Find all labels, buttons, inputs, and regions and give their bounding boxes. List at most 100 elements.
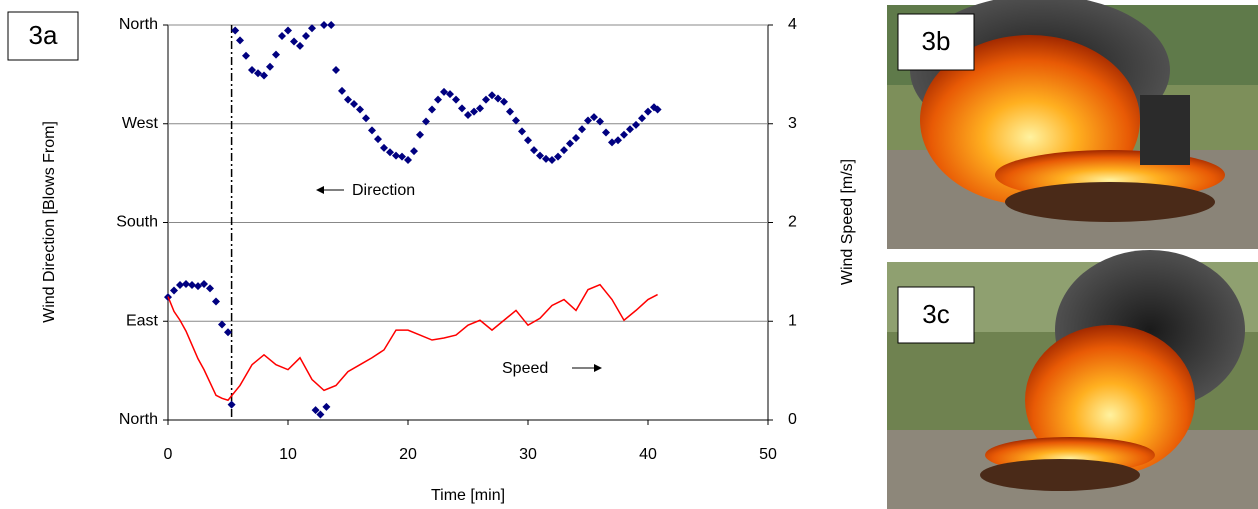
- y-tick-label: East: [126, 312, 159, 329]
- y2-tick-label: 0: [788, 411, 797, 428]
- x-axis-title: Time [min]: [431, 487, 505, 504]
- direction-point: [500, 97, 508, 106]
- direction-point: [278, 31, 286, 40]
- direction-point: [494, 94, 502, 103]
- direction-point: [398, 152, 406, 161]
- direction-point: [416, 130, 424, 139]
- direction-point: [638, 114, 646, 123]
- y2-tick-label: 4: [788, 16, 797, 33]
- direction-point: [596, 117, 604, 126]
- direction-point: [212, 297, 220, 306]
- direction-point: [620, 130, 628, 139]
- direction-point: [338, 86, 346, 95]
- direction-point: [410, 147, 418, 156]
- direction-point: [350, 100, 358, 108]
- direction-point: [464, 110, 472, 119]
- direction-point: [206, 284, 214, 293]
- y-tick-label: South: [116, 214, 158, 231]
- direction-point: [344, 95, 352, 104]
- direction-point: [380, 143, 388, 152]
- direction-point: [626, 125, 634, 134]
- direction-point: [311, 406, 320, 415]
- direction-point: [272, 50, 280, 59]
- direction-point: [224, 328, 232, 337]
- y2-tick-label: 3: [788, 115, 797, 132]
- direction-point: [296, 41, 304, 50]
- direction-point: [404, 155, 412, 164]
- direction-point: [566, 139, 574, 148]
- direction-point: [536, 151, 544, 160]
- direction-point: [374, 135, 382, 144]
- direction-point: [266, 62, 274, 71]
- direction-point: [236, 36, 244, 45]
- direction-point: [584, 116, 592, 125]
- direction-point: [316, 410, 325, 419]
- direction-point: [260, 71, 268, 80]
- arrow-head: [594, 364, 602, 372]
- annotation: Speed: [502, 360, 548, 377]
- direction-point: [170, 286, 178, 295]
- panel-box: [897, 13, 975, 71]
- arrow-head: [316, 186, 324, 194]
- photo: [887, 0, 1258, 249]
- direction-point: [368, 126, 376, 135]
- direction-point: [194, 282, 202, 291]
- direction-point: [548, 155, 556, 164]
- direction-point: [578, 125, 586, 134]
- y-tick-label: West: [122, 115, 159, 132]
- direction-point: [362, 114, 370, 123]
- y2-axis-title: Wind Speed [m/s]: [839, 159, 856, 285]
- direction-point: [560, 146, 568, 155]
- direction-point: [512, 116, 520, 125]
- direction-point: [176, 281, 184, 290]
- y-tick-label: North: [119, 16, 158, 33]
- direction-point: [392, 151, 400, 160]
- direction-point: [248, 65, 256, 74]
- x-tick-label: 10: [279, 446, 297, 463]
- direction-point: [554, 152, 562, 161]
- x-tick-label: 0: [164, 446, 173, 463]
- panel-label: 3c: [922, 299, 949, 329]
- direction-point: [488, 91, 496, 100]
- direction-point: [590, 113, 598, 122]
- direction-point: [476, 104, 484, 113]
- panel-label: 3a: [29, 20, 58, 50]
- direction-point: [242, 51, 250, 60]
- speed-line: [167, 283, 658, 402]
- annotation: Direction: [352, 182, 415, 199]
- direction-point: [227, 400, 236, 409]
- x-tick-label: 30: [519, 446, 537, 463]
- direction-point: [320, 21, 328, 29]
- x-tick-label: 40: [639, 446, 657, 463]
- direction-point: [482, 95, 490, 104]
- direction-point: [356, 105, 364, 114]
- direction-point: [446, 90, 454, 99]
- direction-point: [218, 320, 226, 329]
- direction-point: [572, 134, 580, 143]
- direction-point: [182, 279, 190, 288]
- panel-label: 3b: [922, 26, 951, 56]
- direction-point: [602, 128, 610, 137]
- direction-point: [440, 87, 448, 96]
- direction-point: [428, 105, 436, 114]
- x-tick-label: 50: [759, 446, 777, 463]
- direction-point: [470, 107, 478, 116]
- direction-point: [452, 95, 460, 104]
- y2-tick-label: 2: [788, 214, 797, 231]
- direction-point: [290, 37, 298, 46]
- direction-point: [506, 107, 514, 116]
- direction-point: [332, 65, 340, 74]
- y-tick-label: North: [119, 411, 158, 428]
- direction-point: [524, 136, 532, 145]
- x-tick-label: 20: [399, 446, 417, 463]
- direction-point: [542, 154, 550, 163]
- direction-point: [302, 31, 310, 40]
- direction-point: [386, 148, 394, 157]
- direction-point: [632, 120, 640, 129]
- direction-point: [422, 117, 430, 126]
- direction-point: [518, 127, 526, 136]
- direction-point: [614, 136, 622, 145]
- photo: [887, 250, 1258, 509]
- direction-point: [653, 105, 662, 114]
